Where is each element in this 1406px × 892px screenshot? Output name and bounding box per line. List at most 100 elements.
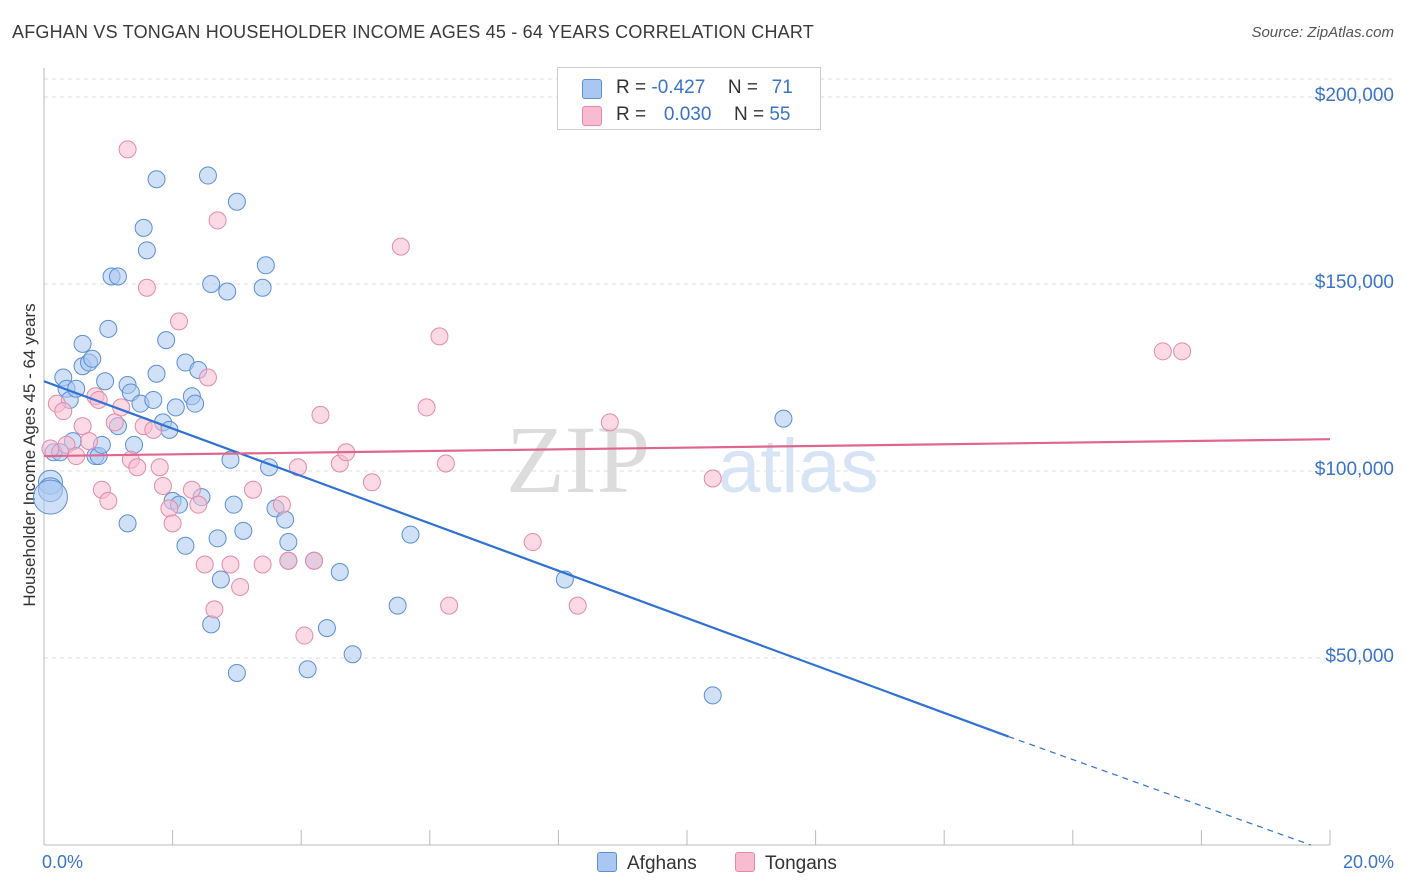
afghan-point: [253, 278, 272, 297]
tongan-point: [417, 398, 436, 417]
chart-title: AFGHAN VS TONGAN HOUSEHOLDER INCOME AGES…: [12, 22, 814, 42]
bottom-legend-tongans: Tongans: [735, 852, 837, 875]
afghan-point: [32, 479, 68, 515]
afghan-point: [118, 514, 137, 533]
legend-r-value: -0.427: [651, 77, 706, 98]
afghan-point: [401, 525, 420, 544]
bottom-legend-afghans-label: Afghans: [627, 853, 697, 874]
afghan-point: [147, 170, 166, 189]
tongan-point: [362, 473, 381, 492]
legend-r-label: R =: [616, 77, 647, 98]
tongan-point: [221, 555, 240, 574]
tongan-point: [568, 596, 587, 615]
afghan-point: [208, 529, 227, 548]
tongan-point: [89, 390, 108, 409]
afghan-point: [198, 166, 217, 185]
afghan-point: [96, 372, 115, 391]
afghan-point: [157, 331, 176, 350]
watermark: ZIP atlas: [506, 406, 879, 513]
grid-lines: [44, 78, 1394, 659]
axes: [43, 68, 1331, 846]
afghans-trend-line: [43, 380, 1009, 738]
tongan-point: [600, 413, 619, 432]
afghan-point: [125, 435, 144, 454]
afghan-point: [343, 645, 362, 664]
afghan-point: [234, 521, 253, 540]
tongan-point: [80, 432, 99, 451]
tongan-point: [54, 402, 73, 421]
tongans-trend-line: [43, 438, 1331, 458]
afghan-point: [108, 267, 127, 286]
tongan-point: [195, 555, 214, 574]
tongan-point: [305, 551, 324, 570]
tongan-point: [703, 469, 722, 488]
afghan-point: [186, 394, 205, 413]
legend-n-value: 71: [771, 77, 793, 98]
afghan-point: [83, 349, 102, 368]
afghan-point: [224, 495, 243, 514]
afghan-point: [317, 619, 336, 638]
afghan-point: [703, 686, 722, 705]
bottom-legend-tongans-label: Tongans: [765, 853, 837, 874]
source-label: Source: ZipAtlas.com: [1251, 24, 1394, 41]
legend-r-label: R =: [616, 104, 647, 125]
tongan-point: [205, 600, 224, 619]
x-tick-label-max: 20.0%: [1342, 852, 1394, 872]
watermark-zip: ZIP: [506, 406, 650, 513]
afghans-trend-extension: [1008, 735, 1311, 846]
tongan-point: [150, 458, 169, 477]
tongan-point: [391, 237, 410, 256]
x-tick-label-min: 0.0%: [42, 852, 84, 872]
tongan-point: [41, 439, 60, 458]
tongan-point: [523, 533, 542, 552]
afghan-point: [144, 390, 163, 409]
tongan-point: [1173, 342, 1192, 361]
tongan-point: [170, 312, 189, 331]
bottom-swatch-afghans: [597, 852, 617, 872]
tongan-point: [198, 368, 217, 387]
tongan-point: [430, 327, 449, 346]
afghan-point: [227, 663, 246, 682]
tongan-point: [160, 499, 179, 518]
watermark-atlas: atlas: [718, 424, 879, 509]
tongan-point: [279, 551, 298, 570]
afghan-point: [166, 398, 185, 417]
afghan-point: [147, 364, 166, 383]
afghan-point: [67, 379, 86, 398]
legend-r-value: 0.030: [663, 104, 712, 125]
afghan-point: [73, 334, 92, 353]
tongan-point: [189, 495, 208, 514]
y-tick-label: $50,000: [1325, 646, 1394, 667]
afghan-point: [298, 660, 317, 679]
legend-box: R = -0.427 N = 71 R = 0.030 N = 55: [557, 67, 821, 130]
afghan-point: [227, 192, 246, 211]
tongan-point: [231, 577, 250, 596]
afghan-point: [176, 536, 195, 555]
legend-n-label: N =: [733, 104, 765, 125]
tongan-point: [73, 417, 92, 436]
legend-n-value: 55: [769, 104, 791, 125]
legend-swatch-afghans: [582, 79, 602, 99]
legend-n-label: N =: [727, 77, 758, 98]
tongan-point: [153, 476, 172, 495]
tongan-point: [436, 454, 455, 473]
tongan-point: [295, 626, 314, 645]
bottom-legend-afghans: Afghans: [597, 852, 697, 875]
afghan-point: [202, 615, 221, 634]
tongan-point: [311, 405, 330, 424]
afghan-point: [388, 596, 407, 615]
tongan-point: [128, 458, 147, 477]
tongan-point: [440, 596, 459, 615]
afghan-point: [276, 510, 295, 529]
tongan-point: [163, 514, 182, 533]
y-tick-label: $100,000: [1314, 459, 1394, 480]
afghan-point: [774, 409, 793, 428]
afghan-point: [218, 282, 237, 301]
tongan-point: [253, 555, 272, 574]
tongan-point: [182, 480, 201, 499]
afghan-point: [137, 241, 156, 260]
tongan-point: [208, 211, 227, 230]
afghan-point: [279, 533, 298, 552]
tongan-point: [243, 480, 262, 499]
